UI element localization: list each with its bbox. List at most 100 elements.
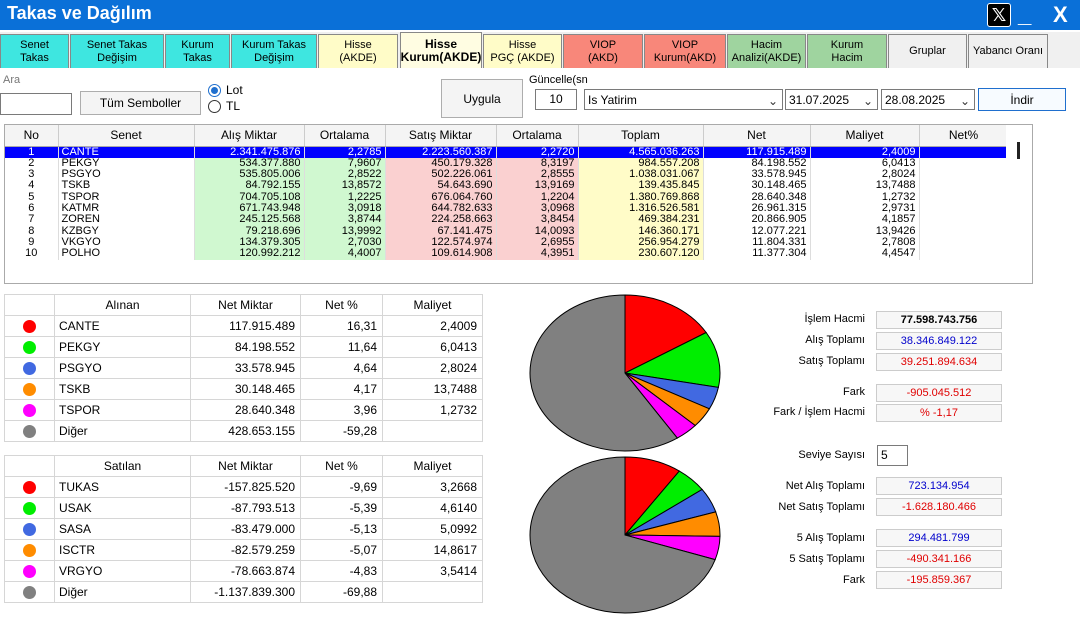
download-button[interactable]: İndir	[978, 88, 1066, 111]
date-from-value: 31.07.2025	[789, 92, 850, 107]
tab-hisse-akde-[interactable]: Hisse (AKDE)	[318, 34, 398, 68]
stat-top-sell: -490.341.166	[876, 550, 1002, 568]
column-header[interactable]: Net	[703, 125, 811, 147]
tab-label-line1: Senet	[20, 38, 49, 51]
tab-hacim-analizi-akde-[interactable]: Hacim Analizi(AKDE)	[727, 34, 806, 68]
legend-swatch	[4, 476, 55, 498]
close-button[interactable]: X	[1053, 2, 1068, 27]
column-header[interactable]: Senet	[58, 125, 195, 147]
tab-kurum-takas-de-i-im[interactable]: Kurum Takas Değişim	[231, 34, 317, 68]
tab-senet-takas[interactable]: Senet Takas	[0, 34, 69, 68]
stat-volume: 77.598.743.756	[876, 311, 1002, 329]
column-header[interactable]: Ortalama	[304, 125, 386, 147]
radio-lot[interactable]: Lot	[208, 83, 243, 97]
tab-label-line1: Gruplar	[909, 45, 946, 57]
table-row[interactable]: 3 PSGYO 535.805.006 2,8522 502.226.061 2,8555…	[5, 168, 1009, 181]
tab-kurum-takas[interactable]: Kurum Takas	[165, 34, 230, 68]
table-cell: 4,3951	[496, 248, 579, 260]
minimize-button[interactable]: _	[1018, 1, 1032, 28]
table-cell: 13,7488	[810, 180, 920, 192]
table-cell	[919, 157, 1009, 169]
tab-label-line2: Kurum(AKDE)	[400, 49, 482, 64]
tab-kurum-hacim[interactable]: Kurum Hacim	[807, 34, 887, 68]
table-cell	[919, 202, 1009, 215]
stat-label-buy-total: Alış Toplamı	[805, 334, 865, 346]
title-bar: Takas ve Dağılım 𝕏 _ X	[0, 0, 1080, 30]
table-cell-cost: 6,0413	[382, 336, 483, 358]
table-row[interactable]: 4 TSKB 84.792.155 13,8572 54.643.690 13,9169 1…	[5, 180, 1009, 192]
table-cell-name: Diğer	[54, 420, 191, 442]
table-row[interactable]: 10 POLHO 120.992.212 4,4007 109.614.908 4,395…	[5, 248, 1009, 260]
refresh-interval-input[interactable]: 10	[535, 89, 577, 110]
date-from-select[interactable]: 31.07.2025 ⌄	[785, 89, 878, 110]
column-header[interactable]: No	[5, 125, 59, 147]
table-cell-net: 428.653.155	[190, 420, 301, 442]
apply-button[interactable]: Uygula	[441, 79, 523, 118]
pie-slice-pekgy	[623, 331, 721, 388]
column-header[interactable]: Net%	[919, 125, 1009, 147]
table-row[interactable]: 9 VKGYO 134.379.305 2,7030 122.574.974 2,6955…	[5, 236, 1009, 249]
legend-swatch	[4, 378, 55, 400]
table-cell: 2.223.560.387	[385, 146, 497, 158]
table-cell-net: 117.915.489	[190, 315, 301, 337]
tab-label: Hisse PGÇ (AKDE)	[490, 39, 554, 65]
table-row: USAK -87.793.513 -5,39 4,6140	[4, 497, 483, 519]
table-cell: 2,8522	[304, 168, 386, 181]
table-cell: 2,8024	[810, 168, 920, 181]
table-row[interactable]: 2 PEKGY 534.377.880 7,9607 450.179.328 8,3197…	[5, 157, 1009, 169]
legend-swatch	[4, 518, 55, 540]
tab-hisse-kurum-akde-[interactable]: Hisse Kurum(AKDE)	[400, 32, 482, 68]
table-cell: 33.578.945	[703, 168, 811, 181]
column-header[interactable]: Ortalama	[496, 125, 579, 147]
table-row[interactable]: 6 KATMR 671.743.948 3,0918 644.782.633 3,0968…	[5, 202, 1009, 215]
scrollbar-thumb[interactable]	[1017, 142, 1020, 159]
column-header[interactable]: Toplam	[578, 125, 704, 147]
tab-label-line1: Hisse	[344, 38, 372, 51]
tab-senet-takas-de-i-im[interactable]: Senet Takas Değişim	[70, 34, 164, 68]
radio-tl[interactable]: TL	[208, 99, 240, 113]
broker-select[interactable]: Is Yatirim ⌄	[584, 89, 783, 110]
table-row[interactable]: 1 CANTE 2.341.475.876 2,2785 2.223.560.387 2,…	[5, 146, 1009, 158]
table-cell-name: TSKB	[54, 378, 191, 400]
levels-input[interactable]: 5	[877, 445, 908, 466]
table-cell: 2,4009	[810, 146, 920, 158]
table-row[interactable]: 5 TSPOR 704.705.108 1,2225 676.064.760 1,2204…	[5, 191, 1009, 203]
table-cell: 1,2204	[496, 191, 579, 203]
tab-yabanc-oran-[interactable]: Yabancı Oranı	[968, 34, 1048, 68]
date-to-select[interactable]: 28.08.2025 ⌄	[881, 89, 975, 110]
broker-select-value: Is Yatirim	[588, 92, 637, 107]
legend-swatch	[4, 539, 55, 561]
tab-viop-akd-[interactable]: VIOP (AKD)	[563, 34, 643, 68]
column-header[interactable]: Alış Miktar	[194, 125, 305, 147]
grid-scrollbar[interactable]	[1006, 125, 1032, 283]
all-symbols-button[interactable]: Tüm Semboller	[80, 91, 201, 115]
legend-swatch	[4, 399, 55, 421]
table-cell-cost: 1,2732	[382, 399, 483, 421]
column-header[interactable]: Satış Miktar	[385, 125, 497, 147]
table-cell: 13,8572	[304, 180, 386, 192]
x-logo-icon[interactable]: 𝕏	[987, 3, 1011, 27]
radio-lot-icon[interactable]	[208, 83, 221, 97]
table-cell: 469.384.231	[578, 214, 704, 226]
tab-gruplar[interactable]: Gruplar	[888, 34, 967, 68]
color-dot-icon	[23, 501, 36, 515]
table-cell: 644.782.633	[385, 202, 497, 215]
tab-hisse-pg-akde-[interactable]: Hisse PGÇ (AKDE)	[483, 34, 562, 68]
table-cell-net: -78.663.874	[190, 560, 301, 582]
column-header[interactable]: Maliyet	[810, 125, 920, 147]
table-cell-net: -157.825.520	[190, 476, 301, 498]
tab-label-line1: Kurum	[830, 38, 864, 51]
table-row[interactable]: 8 KZBGY 79.218.696 13,9992 67.141.475 14,0093…	[5, 225, 1009, 237]
table-cell	[919, 214, 1009, 226]
table-cell-name: USAK	[54, 497, 191, 519]
tab-viop-kurum-akd-[interactable]: VIOP Kurum(AKD)	[644, 34, 726, 68]
search-input[interactable]	[0, 93, 72, 115]
table-cell-pct: -5,13	[300, 518, 383, 540]
table-row[interactable]: 7 ZOREN 245.125.568 3,8744 224.258.663 3,8454…	[5, 214, 1009, 226]
tab-label-line1: VIOP	[671, 38, 699, 51]
radio-tl-icon[interactable]	[208, 99, 221, 113]
tab-label: Gruplar	[909, 45, 946, 58]
table-cell-net: 30.148.465	[190, 378, 301, 400]
table-cell: 139.435.845	[578, 180, 704, 192]
table-cell-net: -1.137.839.300	[190, 581, 301, 603]
